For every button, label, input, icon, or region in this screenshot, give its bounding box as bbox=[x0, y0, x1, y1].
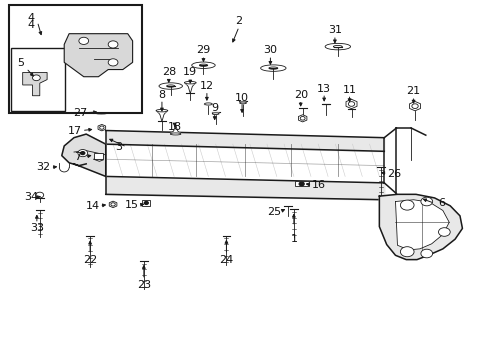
Ellipse shape bbox=[170, 133, 181, 135]
Ellipse shape bbox=[80, 74, 98, 78]
Text: 5: 5 bbox=[17, 58, 24, 68]
Text: 3: 3 bbox=[116, 142, 122, 152]
Text: 20: 20 bbox=[294, 90, 308, 100]
Polygon shape bbox=[379, 194, 463, 260]
Bar bbox=[94, 153, 103, 159]
Text: 14: 14 bbox=[85, 201, 99, 211]
Text: 28: 28 bbox=[162, 67, 176, 77]
Ellipse shape bbox=[325, 43, 350, 50]
Text: 19: 19 bbox=[183, 67, 197, 77]
Text: 1: 1 bbox=[291, 234, 297, 244]
Circle shape bbox=[421, 197, 433, 206]
Text: 27: 27 bbox=[73, 108, 87, 118]
Circle shape bbox=[439, 228, 450, 236]
Polygon shape bbox=[156, 111, 168, 122]
Bar bbox=[11, 48, 65, 111]
Text: 34: 34 bbox=[24, 192, 38, 202]
Text: 2: 2 bbox=[236, 17, 243, 27]
Text: 32: 32 bbox=[37, 162, 51, 172]
Ellipse shape bbox=[192, 62, 215, 68]
Circle shape bbox=[299, 182, 304, 186]
Ellipse shape bbox=[159, 83, 182, 89]
Ellipse shape bbox=[261, 65, 286, 71]
Text: 31: 31 bbox=[328, 25, 342, 35]
Text: 25: 25 bbox=[267, 207, 281, 217]
Ellipse shape bbox=[240, 102, 246, 104]
Text: 13: 13 bbox=[317, 84, 331, 94]
Text: 4: 4 bbox=[27, 20, 35, 30]
Ellipse shape bbox=[204, 103, 212, 105]
Bar bbox=[295, 181, 309, 186]
Bar bbox=[9, 5, 143, 113]
Text: 24: 24 bbox=[220, 255, 234, 265]
Circle shape bbox=[81, 152, 85, 154]
Polygon shape bbox=[64, 34, 133, 77]
Text: 7: 7 bbox=[74, 152, 81, 162]
Polygon shape bbox=[298, 115, 307, 122]
Circle shape bbox=[421, 249, 433, 258]
Ellipse shape bbox=[212, 113, 219, 114]
Text: 6: 6 bbox=[438, 198, 445, 208]
Text: 12: 12 bbox=[200, 81, 214, 91]
Polygon shape bbox=[395, 200, 449, 250]
Text: 10: 10 bbox=[235, 93, 249, 103]
Circle shape bbox=[78, 149, 88, 157]
Text: 4: 4 bbox=[27, 13, 35, 23]
Polygon shape bbox=[410, 102, 420, 111]
Bar bbox=[143, 200, 150, 206]
Circle shape bbox=[145, 202, 148, 204]
Circle shape bbox=[108, 41, 118, 48]
Text: 15: 15 bbox=[124, 200, 139, 210]
Circle shape bbox=[108, 59, 118, 66]
Text: 26: 26 bbox=[388, 168, 402, 179]
Text: 18: 18 bbox=[168, 122, 182, 132]
Text: 22: 22 bbox=[83, 255, 97, 265]
Polygon shape bbox=[23, 72, 47, 96]
Text: 9: 9 bbox=[211, 103, 218, 113]
Text: 23: 23 bbox=[137, 280, 151, 290]
Circle shape bbox=[36, 192, 44, 198]
Text: 16: 16 bbox=[312, 180, 326, 190]
Polygon shape bbox=[62, 134, 106, 176]
Text: 21: 21 bbox=[407, 86, 420, 96]
Circle shape bbox=[400, 247, 414, 257]
Polygon shape bbox=[184, 83, 196, 94]
Text: 30: 30 bbox=[264, 45, 277, 55]
Text: 8: 8 bbox=[158, 90, 166, 100]
Polygon shape bbox=[346, 99, 357, 109]
Text: 17: 17 bbox=[68, 126, 82, 135]
Polygon shape bbox=[170, 125, 181, 134]
Text: 11: 11 bbox=[343, 85, 357, 95]
Polygon shape bbox=[109, 201, 117, 208]
Ellipse shape bbox=[156, 109, 168, 112]
Text: 29: 29 bbox=[196, 45, 211, 55]
Ellipse shape bbox=[184, 81, 196, 84]
Circle shape bbox=[32, 75, 40, 81]
Text: 33: 33 bbox=[30, 224, 44, 233]
Polygon shape bbox=[98, 125, 106, 131]
Circle shape bbox=[400, 200, 414, 210]
Circle shape bbox=[79, 37, 89, 44]
Ellipse shape bbox=[93, 110, 110, 114]
